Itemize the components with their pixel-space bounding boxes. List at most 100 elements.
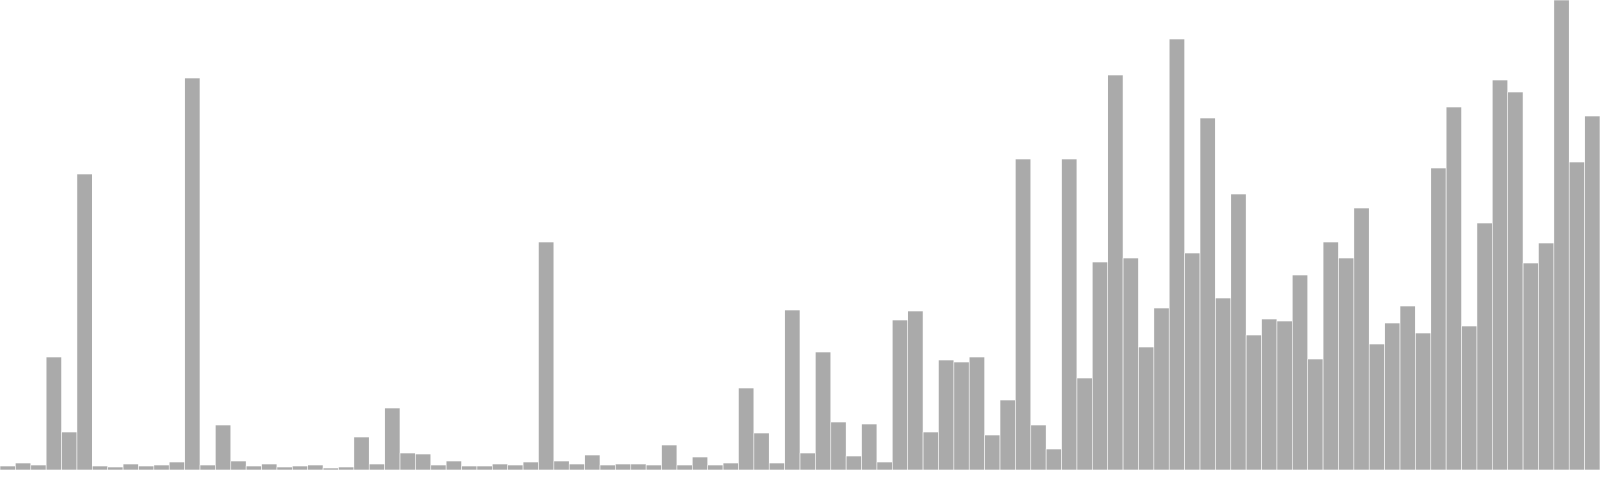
bar: [1584, 115, 1600, 471]
bar: [384, 407, 401, 471]
bar: [461, 465, 478, 471]
bar: [292, 465, 308, 471]
bar: [476, 465, 493, 471]
bar: [1015, 158, 1032, 471]
bar: [353, 436, 370, 471]
bar: [676, 464, 693, 471]
bar: [1107, 74, 1124, 471]
bar: [307, 464, 324, 471]
bar: [261, 463, 278, 471]
bar: [907, 310, 924, 471]
bar: [1476, 222, 1493, 471]
bar: [953, 361, 970, 471]
bar: [1045, 448, 1062, 471]
bar: [168, 461, 185, 471]
bar: [1245, 334, 1262, 471]
bar: [1292, 274, 1308, 471]
bar: [1261, 318, 1278, 471]
bar: [153, 464, 170, 471]
bar: [1415, 332, 1432, 471]
bar: [1138, 346, 1155, 471]
bar: [799, 452, 816, 471]
bar: [738, 387, 755, 471]
bar: [445, 460, 462, 471]
bar: [999, 399, 1016, 471]
bar: [322, 467, 339, 471]
bar: [1061, 158, 1078, 471]
bar: [1276, 320, 1293, 471]
bar: [722, 462, 739, 471]
bar: [430, 464, 447, 471]
bar: [138, 465, 155, 471]
bar: [707, 464, 724, 471]
bar: [492, 463, 508, 471]
bar: [122, 463, 139, 471]
bar: [15, 462, 32, 471]
bar: [415, 453, 432, 471]
bar: [876, 461, 893, 471]
bar: [1445, 106, 1462, 471]
bar: [1399, 305, 1416, 471]
bar: [553, 460, 570, 471]
bar: [0, 465, 16, 471]
bar: [1230, 193, 1247, 471]
bar: [1507, 91, 1524, 471]
bar: [368, 463, 385, 471]
bar: [199, 464, 216, 471]
bar: [245, 465, 262, 471]
bar: [815, 351, 832, 471]
bar: [861, 423, 878, 471]
bar: [1522, 262, 1539, 471]
bar: [784, 309, 801, 471]
bar: [215, 424, 232, 471]
bar: [584, 454, 601, 471]
bar: [1215, 297, 1232, 471]
bar: [1092, 261, 1108, 471]
bar: [522, 461, 539, 471]
bar: [630, 463, 647, 471]
bar: [61, 431, 78, 471]
bar: [1184, 252, 1201, 471]
bar: [276, 466, 293, 471]
bar: [1199, 117, 1216, 471]
bar: [30, 464, 47, 471]
bar: [1492, 79, 1508, 471]
bar: [1076, 377, 1093, 471]
bar: [830, 421, 847, 471]
bar: [922, 431, 939, 471]
bar: [645, 464, 662, 471]
bar: [753, 432, 770, 471]
bar: [76, 173, 93, 471]
bar: [399, 452, 416, 471]
bar: [1461, 325, 1478, 471]
bar: [1430, 167, 1447, 471]
bar: [968, 356, 985, 471]
bar: [1338, 257, 1355, 471]
bar: [1384, 322, 1401, 471]
bar: [1353, 207, 1370, 471]
bar: [92, 465, 108, 471]
bar: [845, 455, 862, 471]
bar: [1538, 242, 1555, 471]
bar: [1122, 257, 1139, 471]
bar: [1030, 424, 1047, 471]
bar: [1568, 161, 1585, 471]
bar: [768, 462, 785, 471]
bar: [692, 456, 708, 471]
bar: [1368, 343, 1385, 471]
bar: [538, 241, 555, 471]
bar: [568, 463, 585, 471]
bar: [1168, 38, 1185, 471]
bar: [1153, 307, 1170, 471]
bar: [1553, 0, 1570, 471]
bar: [184, 77, 201, 471]
bar: [892, 319, 908, 471]
bar: [45, 356, 62, 471]
bar: [984, 434, 1001, 471]
bar: [107, 466, 124, 471]
bar: [938, 359, 955, 471]
bar: [507, 464, 524, 471]
bar: [1307, 358, 1324, 471]
